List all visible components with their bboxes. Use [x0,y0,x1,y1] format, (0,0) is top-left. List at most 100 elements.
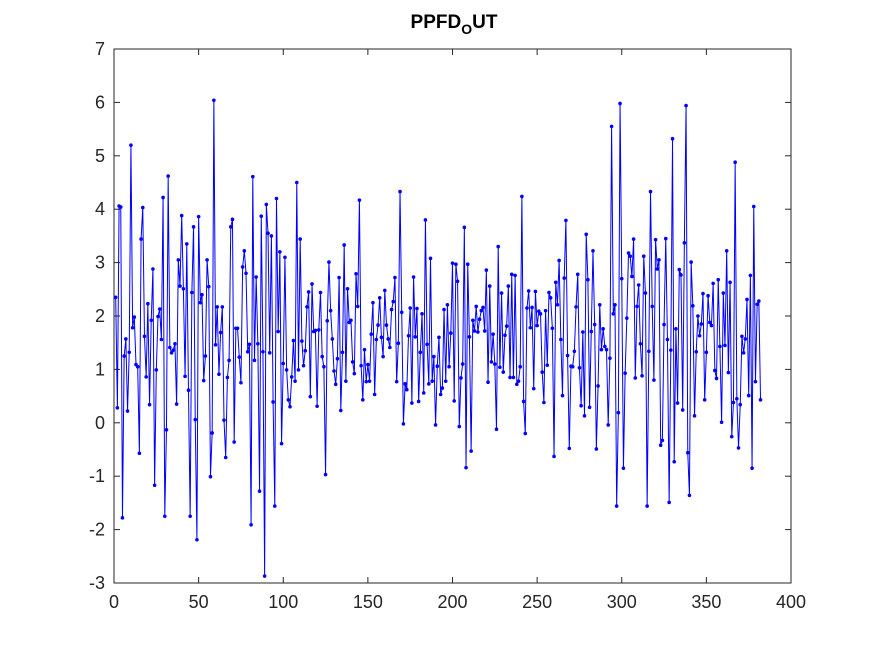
plot-area [113,48,792,584]
data-point [359,363,363,368]
data-point [237,355,242,359]
data-point [323,472,328,477]
data-point [550,326,555,331]
data-point [227,358,231,363]
data-point [164,427,169,432]
data-point [443,379,448,383]
data-point [457,424,462,429]
data-point [191,225,196,229]
data-point [137,451,142,456]
data-point [476,330,480,334]
data-point [254,275,258,279]
data-point [455,279,460,284]
data-point [555,302,560,307]
data-point [525,306,529,310]
data-point [718,344,722,349]
data-point [511,375,516,380]
data-point [721,291,726,295]
data-point [333,382,338,387]
data-point [183,374,187,379]
data-point [355,304,360,309]
data-point [315,404,319,409]
data-point [433,423,438,427]
data-point [472,329,477,333]
data-point [494,427,499,432]
data-point [669,348,673,352]
data-point [325,319,330,323]
data-point [394,379,399,384]
data-point [631,237,636,241]
data-point [140,205,145,210]
data-point [680,408,685,412]
data-point [709,323,714,328]
data-point [228,225,233,229]
data-point [597,302,602,307]
data-point [660,438,665,443]
data-point [548,296,553,300]
data-point [445,302,450,307]
data-point [599,347,604,352]
data-point [276,329,280,334]
data-point [298,237,302,241]
data-point [603,344,607,349]
data-point [339,408,343,413]
data-point [118,205,123,209]
data-point [533,289,538,294]
data-point [521,399,526,404]
data-point [154,368,159,372]
data-point [129,143,133,147]
data-point [535,323,539,328]
data-point [462,225,467,230]
data-point [486,380,490,385]
data-point [179,213,184,218]
data-point [259,214,264,218]
data-point [609,124,614,129]
data-point [724,249,729,253]
series-layer [113,98,763,578]
data-point [306,290,311,294]
data-point [215,305,220,309]
data-point [640,374,644,378]
data-point [553,280,558,285]
data-point [740,334,744,339]
data-point [284,368,289,372]
data-point [171,348,176,352]
data-point [745,297,749,302]
data-point [369,332,374,336]
data-point [638,341,643,346]
data-point [613,302,617,307]
data-point [655,267,660,271]
data-point [692,414,697,418]
y-tick-label: -2 [89,520,105,540]
data-point [647,349,651,354]
data-point [239,380,243,385]
data-point [120,516,125,520]
data-point [645,504,649,508]
data-point [596,384,600,388]
data-point [755,302,759,307]
x-tick-label: 150 [353,592,383,612]
data-point [240,265,245,269]
data-point [694,349,699,354]
x-tick-label: 250 [522,592,552,612]
data-point [244,271,248,276]
y-tick-label: 1 [95,359,105,379]
data-point [206,284,211,289]
data-point [146,301,150,306]
data-point [604,347,609,352]
data-point [474,304,478,309]
data-point [301,363,306,368]
data-point [256,341,260,346]
data-point [707,320,712,325]
data-point [257,489,262,493]
data-point [310,282,314,286]
data-point [293,379,297,383]
data-point [149,318,154,323]
data-point [685,450,690,455]
data-point [531,386,536,391]
data-point [125,409,130,413]
data-point [166,174,170,178]
data-point [482,329,487,333]
data-point [173,341,177,346]
data-point [225,375,230,380]
